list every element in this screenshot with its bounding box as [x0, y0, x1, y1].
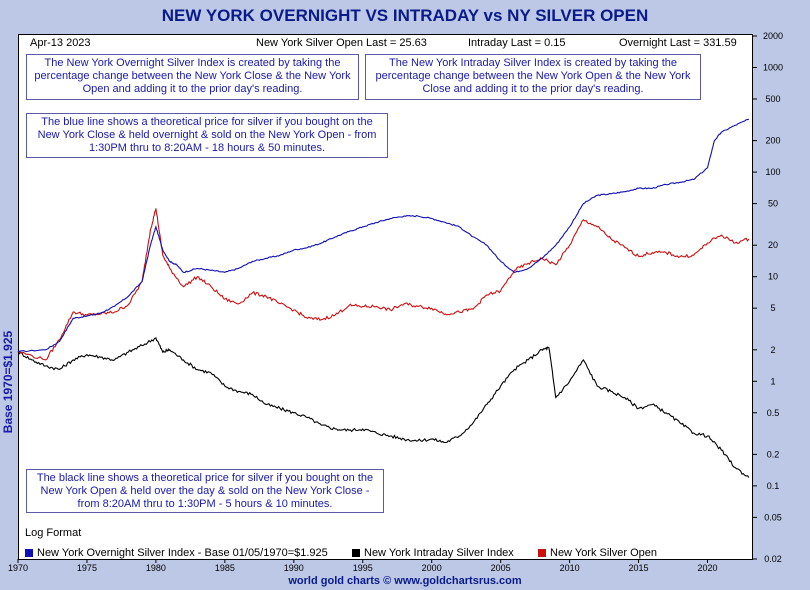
x-tick-label: 2005: [491, 563, 511, 573]
legend-intraday: New York Intraday Silver Index: [352, 547, 514, 559]
note-overnight-index: The New York Overnight Silver Index is c…: [26, 54, 359, 100]
y-tick-label: 5: [770, 303, 775, 313]
x-tick-label: 1975: [77, 563, 97, 573]
legend-swatch-red: [538, 549, 546, 557]
log-format-label: Log Format: [25, 527, 82, 539]
x-tick-label: 1985: [215, 563, 235, 573]
x-tick-label: 1980: [146, 563, 166, 573]
y-tick-label: 0.2: [767, 449, 780, 459]
header-intraday: Intraday Last = 0.15: [468, 37, 566, 49]
x-tick-label: 1995: [353, 563, 373, 573]
chart-title: NEW YORK OVERNIGHT VS INTRADAY vs NY SIL…: [161, 6, 649, 25]
y-tick-label: 20: [768, 240, 778, 250]
header-silver-open: New York Silver Open Last = 25.63: [256, 37, 427, 49]
y-tick-label: 100: [765, 167, 780, 177]
x-tick-label: 1990: [284, 563, 304, 573]
y-tick-label: 0.5: [767, 408, 780, 418]
y-tick-label: 1: [770, 376, 775, 386]
y-tick-label: 0.05: [764, 512, 782, 522]
series-silver-open-line: [17, 208, 750, 361]
y-tick-label: 50: [768, 199, 778, 209]
x-tick-label: 2015: [629, 563, 649, 573]
note-black-line: The black line shows a theoretical price…: [26, 469, 384, 513]
series-intraday-line: [17, 337, 750, 478]
y-tick-label: 0.1: [767, 481, 780, 491]
legend-label-silver-open: New York Silver Open: [550, 547, 657, 559]
x-tick-label: 1970: [8, 563, 28, 573]
legend-label-intraday: New York Intraday Silver Index: [364, 547, 514, 559]
y-tick-label: 200: [765, 136, 780, 146]
y-tick-label: 1000: [763, 62, 783, 72]
legend-overnight: New York Overnight Silver Index - Base 0…: [25, 547, 328, 559]
y-tick-label: 0.02: [764, 554, 782, 564]
header-date: Apr-13 2023: [30, 37, 91, 49]
legend-swatch-blue: [25, 549, 33, 557]
x-tick-label: 2010: [560, 563, 580, 573]
series-overnight-line: [17, 118, 750, 353]
legend-label-overnight: New York Overnight Silver Index - Base 0…: [37, 547, 328, 559]
legend-silver-open: New York Silver Open: [538, 547, 657, 559]
y-tick-label: 500: [765, 94, 780, 104]
footer-credit: world gold charts © www.goldchartsrus.co…: [288, 575, 522, 587]
note-blue-line: The blue line shows a theoretical price …: [26, 113, 388, 158]
note-intraday-index: The New York Intraday Silver Index is cr…: [365, 54, 701, 100]
header-overnight: Overnight Last = 331.59: [619, 37, 737, 49]
x-tick-label: 2020: [697, 563, 717, 573]
y-tick-label: 2: [770, 345, 775, 355]
x-tick-label: 2000: [422, 563, 442, 573]
y-tick-label: 2000: [763, 31, 783, 41]
y-tick-label: 10: [768, 272, 778, 282]
legend-swatch-black: [352, 549, 360, 557]
